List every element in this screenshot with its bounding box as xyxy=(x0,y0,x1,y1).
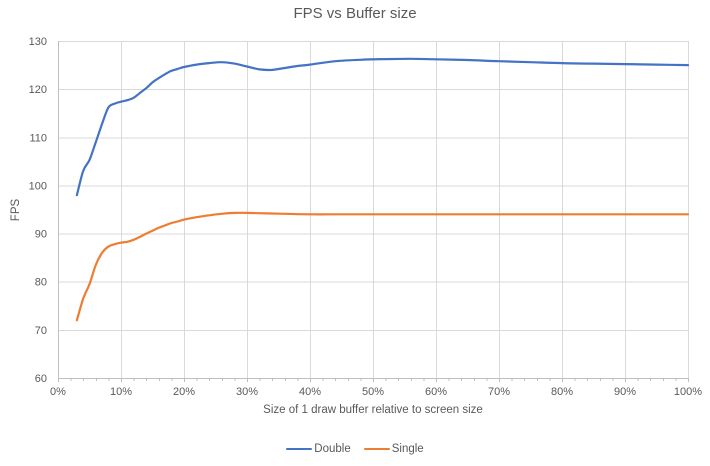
series-line-double xyxy=(75,57,690,197)
svg-text:60: 60 xyxy=(35,373,47,385)
series-line-single xyxy=(75,211,690,322)
legend-swatch-double-line xyxy=(286,447,313,451)
svg-text:110: 110 xyxy=(29,132,47,144)
x-tick-labels: 0% 10% 20% 30% 40% 50% 60% 70% 80% 90% 100% xyxy=(50,386,702,398)
x-axis-ticks xyxy=(58,378,689,382)
x-axis-title: Size of 1 draw buffer relative to screen… xyxy=(263,404,483,416)
svg-text:90: 90 xyxy=(35,229,47,241)
legend: Double Single xyxy=(0,441,710,457)
legend-label-double: Double xyxy=(314,443,351,455)
svg-text:100%: 100% xyxy=(674,386,702,398)
svg-text:0%: 0% xyxy=(50,386,66,398)
svg-text:80%: 80% xyxy=(551,386,573,398)
chart-title: FPS vs Buffer size xyxy=(293,5,417,22)
svg-text:20%: 20% xyxy=(173,386,195,398)
svg-text:90%: 90% xyxy=(614,386,636,398)
svg-text:10%: 10% xyxy=(110,386,132,398)
legend-label-single: Single xyxy=(391,443,424,455)
svg-text:30%: 30% xyxy=(236,386,258,398)
svg-text:40%: 40% xyxy=(299,386,321,398)
series-lines xyxy=(75,57,690,322)
y-tick-labels: 60 70 80 90 100 110 120 130 xyxy=(29,36,47,385)
svg-text:80: 80 xyxy=(35,277,47,289)
legend-item-double: Double xyxy=(286,443,351,455)
svg-text:70: 70 xyxy=(35,325,47,337)
legend-item-single: Single xyxy=(363,443,424,455)
svg-text:50%: 50% xyxy=(362,386,384,398)
gridlines xyxy=(58,41,689,378)
svg-text:120: 120 xyxy=(29,84,47,96)
svg-text:130: 130 xyxy=(29,36,47,48)
svg-text:60%: 60% xyxy=(425,386,447,398)
legend-swatch-single-line xyxy=(363,447,390,451)
svg-text:70%: 70% xyxy=(488,386,510,398)
svg-text:100: 100 xyxy=(29,180,47,192)
